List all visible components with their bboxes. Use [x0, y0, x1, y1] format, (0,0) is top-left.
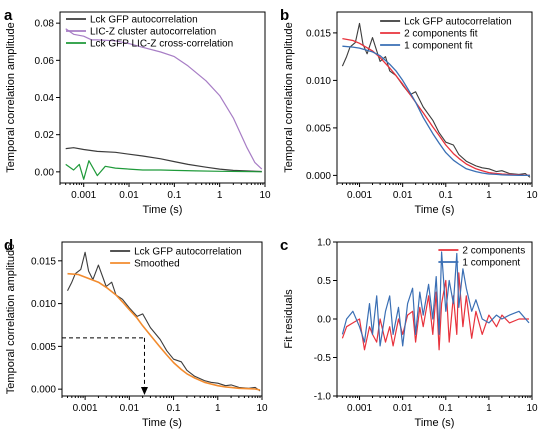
x-axis-title-d: Time (s)	[142, 417, 182, 429]
x-axis-title-c: Time (s)	[415, 417, 455, 429]
y-tick-label-b: 0.010	[306, 76, 331, 87]
legend-label-a-2: Lck GFP LIC-Z cross-correlation	[90, 39, 233, 50]
legend-label-a-0: Lck GFP autocorrelation	[90, 15, 198, 26]
x-axis-title-b: Time (s)	[415, 204, 455, 216]
series-line-b-0	[341, 22, 531, 178]
x-tick-label-b: 1	[486, 190, 492, 201]
series-line-c-1	[341, 251, 530, 347]
legend-label-d-0: Lck GFP autocorrelation	[134, 247, 242, 258]
series-group-d	[67, 251, 261, 392]
series-line-a-0	[65, 147, 262, 173]
y-tick-label-a: 0.02	[35, 130, 55, 141]
x-tick-label-b: 0.1	[439, 190, 453, 201]
legend-label-b-1: 2 components fit	[404, 29, 478, 40]
y-tick-label-b: 0.015	[306, 28, 331, 39]
y-tick-label-d: 0.015	[31, 256, 56, 267]
y-axis-title-a: Temporal correlation amplitude	[5, 22, 17, 172]
x-tick-label-a: 0.001	[71, 190, 96, 201]
x-tick-label-a: 1	[217, 190, 223, 201]
y-axis-title-d: Temporal correlation amplitude	[5, 244, 17, 394]
legend-label-b-2: 1 component fit	[404, 41, 473, 52]
y-tick-label-a: 0.08	[35, 19, 55, 30]
series-line-d-0	[67, 251, 261, 392]
series-group-a	[65, 28, 263, 180]
series-line-d-1	[67, 272, 261, 391]
y-tick-label-c: 1.0	[317, 238, 331, 249]
y-tick-label-d: 0.000	[31, 385, 56, 396]
x-tick-label-d: 1	[215, 403, 221, 414]
panel-c-letter: c	[280, 237, 288, 254]
x-tick-label-c: 0.1	[439, 403, 453, 414]
y-tick-label-c: -0.5	[314, 353, 332, 364]
y-axis-title-c: Fit residuals	[283, 289, 295, 349]
x-tick-label-c: 1	[486, 403, 492, 414]
y-tick-label-c: 0.0	[317, 315, 331, 326]
x-axis-title-a: Time (s)	[143, 204, 183, 216]
panel-a-letter: a	[4, 7, 13, 24]
x-tick-label-d: 0.01	[120, 403, 140, 414]
y-tick-label-a: 0.00	[35, 167, 55, 178]
x-tick-label-c: 0.01	[393, 403, 413, 414]
legend-label-a-1: LIC-Z cluster autocorrelation	[90, 27, 216, 38]
y-tick-label-c: 0.5	[317, 276, 331, 287]
y-tick-label-a: 0.04	[35, 93, 55, 104]
x-tick-label-c: 10	[526, 403, 538, 414]
x-tick-label-a: 10	[259, 190, 271, 201]
x-tick-label-a: 0.1	[167, 190, 181, 201]
plot-frame-d	[61, 241, 263, 397]
panel-b-letter: b	[280, 7, 289, 24]
panel-b: 0.001 0.01 0.1 1 10 Time (s) 0.000 0.005 0.010 0.…	[283, 11, 538, 216]
panel-d: 0.001 0.01 0.1 1 10 Time (s) 0.000 0.005 0.010 0.…	[5, 241, 268, 429]
x-tick-label-d: 0.1	[167, 403, 181, 414]
panel-c: 0.001 0.01 0.1 1 10 Time (s) -1.0 -0.5 0.0 0.5 1.0…	[283, 238, 538, 430]
y-tick-label-b: 0.005	[306, 123, 331, 134]
annotation-arrowhead-d	[140, 387, 148, 395]
series-group-b	[341, 22, 531, 178]
legend-label-c-0: 2 components	[462, 246, 525, 257]
series-group-c	[341, 251, 530, 351]
y-tick-label-d: 0.010	[31, 299, 56, 310]
series-line-a-1	[65, 28, 263, 170]
y-tick-label-b: 0.000	[306, 171, 331, 182]
x-tick-label-b: 0.01	[393, 190, 413, 201]
legend-label-c-1: 1 component	[462, 258, 520, 269]
x-tick-label-d: 0.001	[73, 403, 98, 414]
series-line-c-0	[341, 272, 529, 351]
y-axis-title-b: Temporal correlation amplitude	[283, 22, 295, 172]
y-tick-label-d: 0.005	[31, 342, 56, 353]
y-tick-label-c: -1.0	[314, 392, 332, 403]
plot-frame-b	[336, 11, 533, 184]
panel-d-letter: d	[4, 237, 13, 254]
x-tick-label-c: 0.001	[347, 403, 372, 414]
x-tick-label-a: 0.01	[119, 190, 139, 201]
series-line-b-1	[342, 37, 531, 176]
legend-label-b-0: Lck GFP autocorrelation	[404, 17, 512, 28]
legend-label-d-1: Smoothed	[134, 259, 180, 270]
panel-a: 0.001 0.01 0.1 1 10 Time (s) 0.00 0.02 0.04 0.06 0…	[5, 11, 271, 216]
x-tick-label-b: 0.001	[347, 190, 372, 201]
y-tick-label-a: 0.06	[35, 56, 55, 67]
series-line-b-2	[342, 45, 530, 177]
x-tick-label-b: 10	[526, 190, 538, 201]
x-tick-label-d: 10	[256, 403, 268, 414]
series-line-a-2	[65, 160, 262, 180]
